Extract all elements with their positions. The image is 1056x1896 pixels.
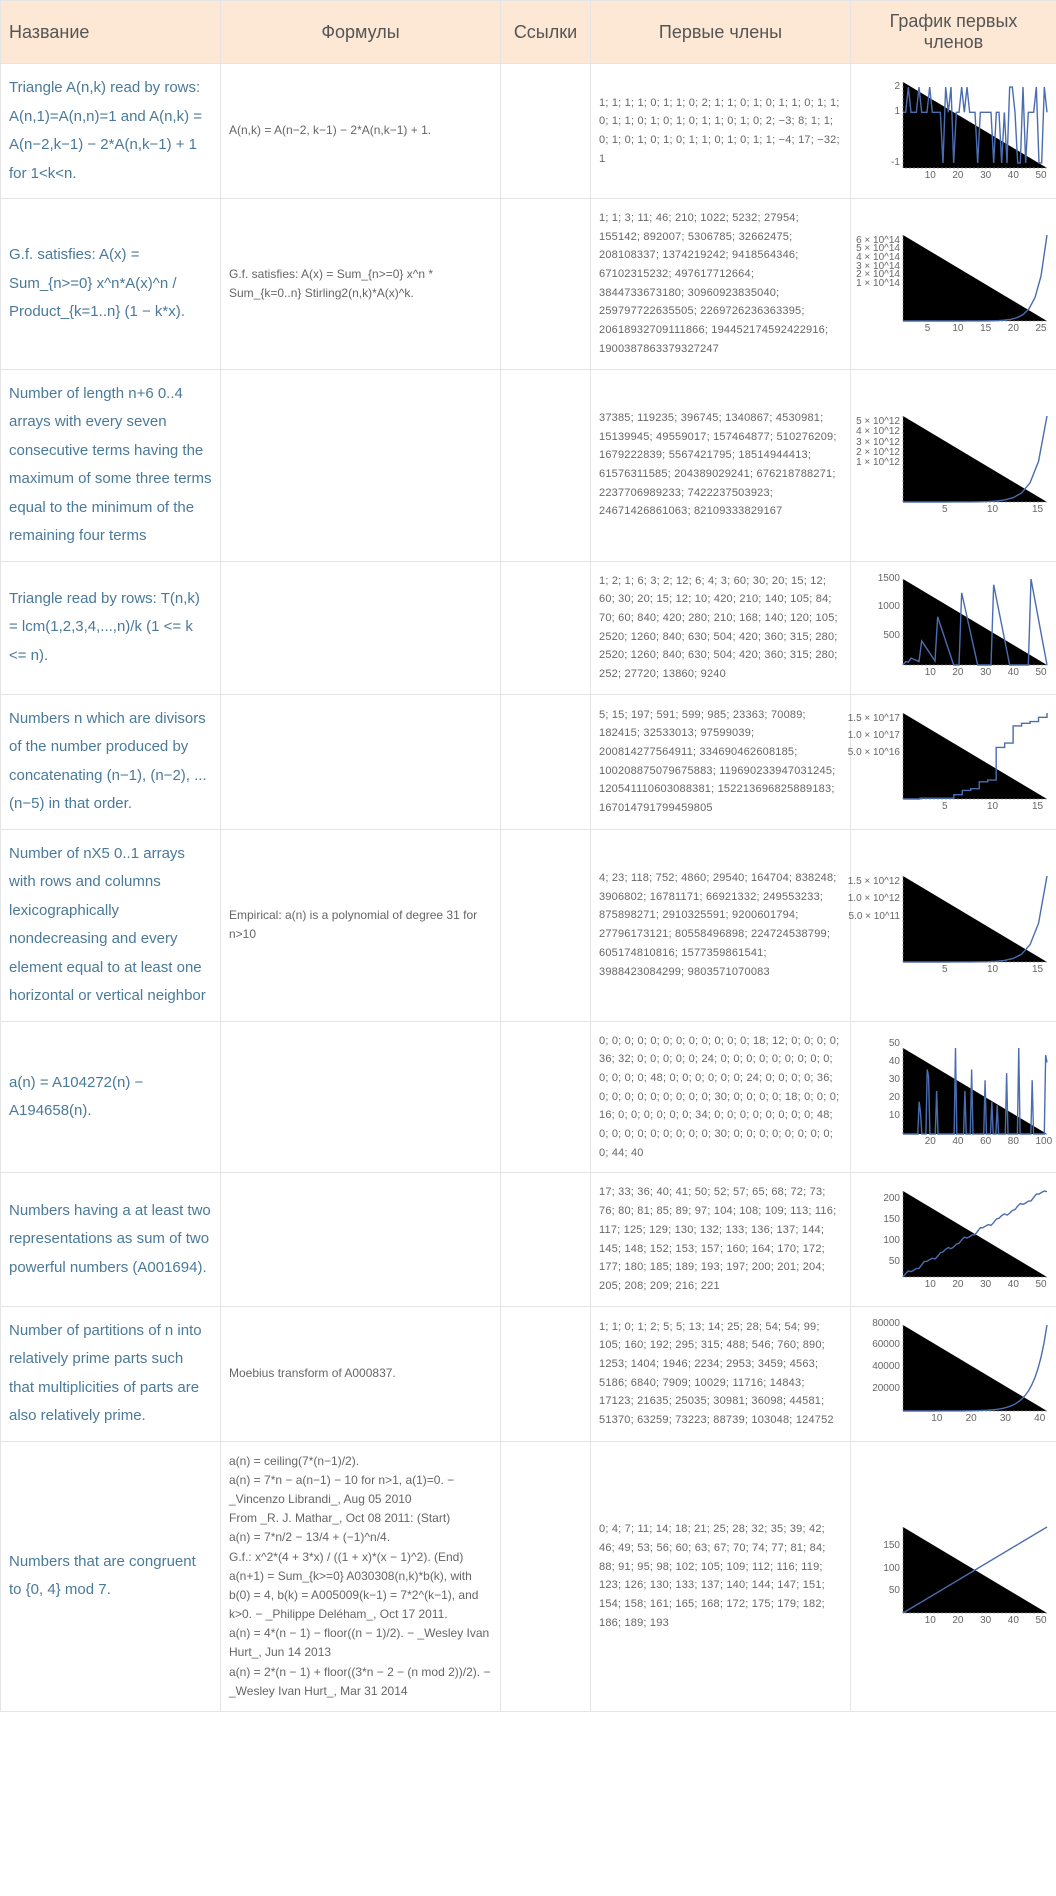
sequence-name[interactable]: Numbers having a at least two representa… (1, 1173, 221, 1306)
sequence-formula: Moebius transform of A000837. (221, 1306, 501, 1441)
sequence-refs (501, 829, 591, 1021)
sequence-graph: 102030405050010001500 (851, 561, 1056, 694)
sequence-refs (501, 369, 591, 561)
sequence-name[interactable]: Numbers n which are divisors of the numb… (1, 694, 221, 829)
sequence-formula: Empirical: a(n) is a polynomial of degre… (221, 829, 501, 1021)
sequence-graph: 1020304050-112 (851, 64, 1056, 199)
sequence-terms: 4; 23; 118; 752; 4860; 29540; 164704; 83… (591, 829, 851, 1021)
table-row: Numbers n which are divisors of the numb… (1, 694, 1056, 829)
sequence-graph: 510155 × 10^124 × 10^123 × 10^122 × 10^1… (851, 369, 1056, 561)
col-name: Название (1, 1, 221, 64)
sequence-name[interactable]: Numbers that are congruent to {0, 4} mod… (1, 1441, 221, 1711)
col-graph: График первых членов (851, 1, 1056, 64)
sequence-name[interactable]: G.f. satisfies: A(x) = Sum_{n>=0} x^n*A(… (1, 199, 221, 370)
sequence-terms: 37385; 119235; 396745; 1340867; 4530981;… (591, 369, 851, 561)
table-row: Number of partitions of n into relativel… (1, 1306, 1056, 1441)
sequence-refs (501, 694, 591, 829)
sequence-formula (221, 369, 501, 561)
sequence-name[interactable]: Number of length n+6 0..4 arrays with ev… (1, 369, 221, 561)
sequence-graph: 510151.5 × 10^171.0 × 10^175.0 × 10^16 (851, 694, 1056, 829)
table-row: Triangle read by rows: T(n,k) = lcm(1,2,… (1, 561, 1056, 694)
sequence-formula (221, 694, 501, 829)
sequence-formula (221, 561, 501, 694)
sequence-graph: 102030405050100150200 (851, 1173, 1056, 1306)
header-row: Название Формулы Ссылки Первые члены Гра… (1, 1, 1056, 64)
sequence-terms: 1; 1; 0; 1; 2; 5; 5; 13; 14; 25; 28; 54;… (591, 1306, 851, 1441)
sequence-name[interactable]: Number of nX5 0..1 arrays with rows and … (1, 829, 221, 1021)
sequence-graph: 510151.5 × 10^121.0 × 10^125.0 × 10^11 (851, 829, 1056, 1021)
sequence-terms: 5; 15; 197; 591; 599; 985; 23363; 70089;… (591, 694, 851, 829)
table-row: Numbers that are congruent to {0, 4} mod… (1, 1441, 1056, 1711)
sequences-table: Название Формулы Ссылки Первые члены Гра… (0, 0, 1056, 1712)
sequence-refs (501, 64, 591, 199)
sequence-refs (501, 1441, 591, 1711)
table-row: Numbers having a at least two representa… (1, 1173, 1056, 1306)
table-row: Number of length n+6 0..4 arrays with ev… (1, 369, 1056, 561)
sequence-graph: 5101520256 × 10^145 × 10^144 × 10^143 × … (851, 199, 1056, 370)
sequence-terms: 17; 33; 36; 40; 41; 50; 52; 57; 65; 68; … (591, 1173, 851, 1306)
table-row: G.f. satisfies: A(x) = Sum_{n>=0} x^n*A(… (1, 199, 1056, 370)
sequence-terms: 1; 2; 1; 6; 3; 2; 12; 6; 4; 3; 60; 30; 2… (591, 561, 851, 694)
sequence-refs (501, 1306, 591, 1441)
col-terms: Первые члены (591, 1, 851, 64)
sequence-formula (221, 1173, 501, 1306)
sequence-refs (501, 199, 591, 370)
table-row: Number of nX5 0..1 arrays with rows and … (1, 829, 1056, 1021)
sequence-name[interactable]: Triangle A(n,k) read by rows: A(n,1)=A(n… (1, 64, 221, 199)
sequence-terms: 1; 1; 3; 11; 46; 210; 1022; 5232; 27954;… (591, 199, 851, 370)
sequence-refs (501, 1173, 591, 1306)
sequence-graph: 102030405050100150 (851, 1441, 1056, 1711)
col-formula: Формулы (221, 1, 501, 64)
table-row: Triangle A(n,k) read by rows: A(n,1)=A(n… (1, 64, 1056, 199)
sequence-terms: 1; 1; 1; 1; 0; 1; 1; 0; 2; 1; 1; 0; 1; 0… (591, 64, 851, 199)
sequence-graph: 1020304020000400006000080000 (851, 1306, 1056, 1441)
sequence-formula: a(n) = ceiling(7*(n−1)/2). a(n) = 7*n − … (221, 1441, 501, 1711)
col-refs: Ссылки (501, 1, 591, 64)
sequence-name[interactable]: a(n) = A104272(n) − A194658(n). (1, 1021, 221, 1173)
sequence-terms: 0; 4; 7; 11; 14; 18; 21; 25; 28; 32; 35;… (591, 1441, 851, 1711)
sequence-terms: 0; 0; 0; 0; 0; 0; 0; 0; 0; 0; 0; 0; 18; … (591, 1021, 851, 1173)
sequence-formula: A(n,k) = A(n−2, k−1) − 2*A(n,k−1) + 1. (221, 64, 501, 199)
sequence-graph: 204060801001020304050 (851, 1021, 1056, 1173)
sequence-formula: G.f. satisfies: A(x) = Sum_{n>=0} x^n * … (221, 199, 501, 370)
sequence-refs (501, 561, 591, 694)
sequence-formula (221, 1021, 501, 1173)
sequence-name[interactable]: Triangle read by rows: T(n,k) = lcm(1,2,… (1, 561, 221, 694)
table-row: a(n) = A104272(n) − A194658(n). 0; 0; 0; … (1, 1021, 1056, 1173)
sequence-name[interactable]: Number of partitions of n into relativel… (1, 1306, 221, 1441)
sequence-refs (501, 1021, 591, 1173)
